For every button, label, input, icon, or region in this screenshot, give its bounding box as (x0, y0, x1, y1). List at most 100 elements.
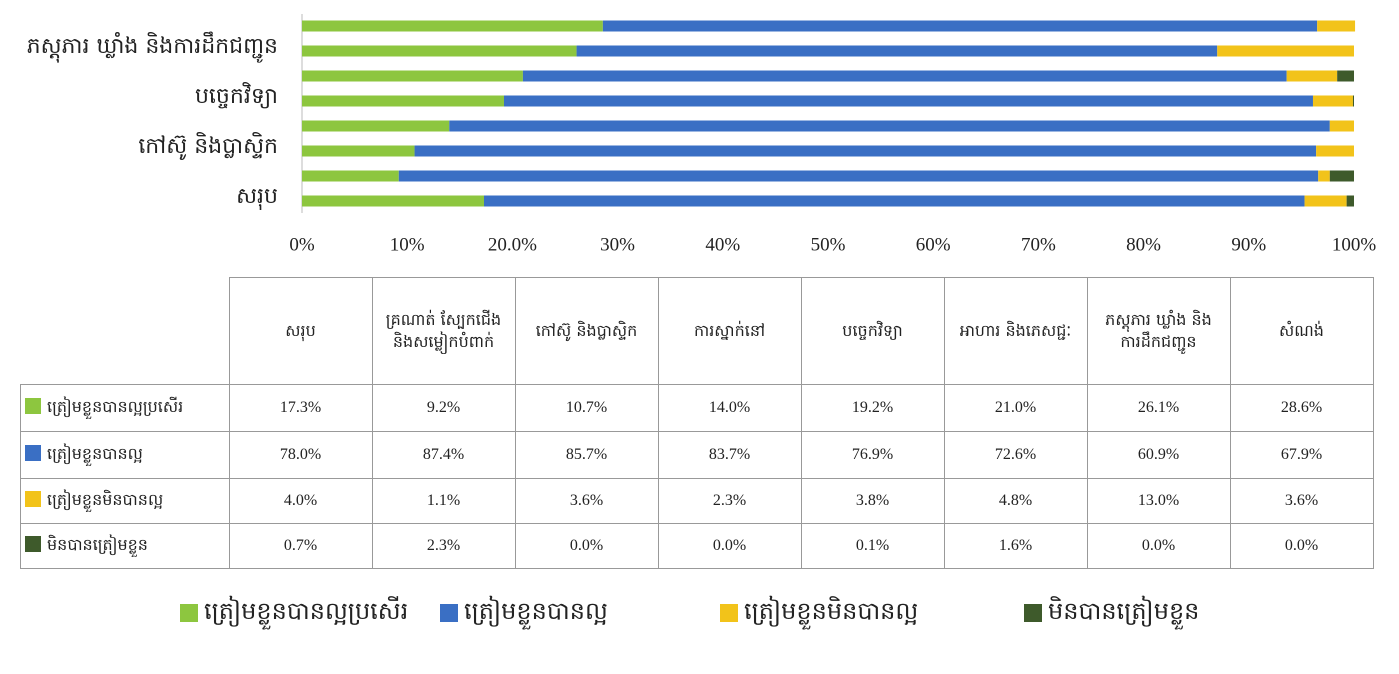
x-tick-label: 0% (289, 234, 315, 255)
table-cell: 67.9% (1229, 431, 1374, 479)
row-name: ត្រៀមខ្លួនមិនបានល្អ (47, 490, 164, 509)
bar-segment (1329, 120, 1354, 132)
table-cell: 0.0% (657, 523, 802, 569)
bar-segment (302, 120, 450, 132)
legend-label: ត្រៀមខ្លួនមិនបានល្អ (744, 595, 918, 630)
table-cell: 14.0% (657, 384, 802, 432)
bar-segment (302, 20, 603, 32)
table-header: ភស្តុភារ ឃ្លាំង និងការដឹកជញ្ជូន (1086, 277, 1231, 385)
table-cell: 83.7% (657, 431, 802, 479)
legend-swatch (180, 604, 198, 622)
x-tick-label: 30% (600, 234, 635, 255)
row-name-cell: ត្រៀមខ្លួនមិនបានល្អ (20, 478, 230, 524)
table-cell: 21.0% (943, 384, 1088, 432)
y-tick-label: ភស្តុភារ ឃ្លាំង និងការដឹកជញ្ជូន (27, 31, 278, 63)
legend-swatch (720, 604, 738, 622)
table-cell: 0.7% (228, 523, 373, 569)
bar-segment (602, 20, 1318, 32)
table-cell: 2.3% (371, 523, 516, 569)
x-tick-label: 50% (811, 234, 846, 255)
x-tick-label: 90% (1231, 234, 1266, 255)
bar-segment (302, 95, 504, 107)
table-row: ត្រៀមខ្លួនបានល្អ 78.0% 87.4% 85.7% 83.7% 76.9… (20, 431, 1374, 479)
table-header: សំណង់ (1229, 277, 1374, 385)
legend-swatch (440, 604, 458, 622)
bar-segment (1312, 95, 1353, 107)
row-name-cell: មិនបានត្រៀមខ្លួន (20, 523, 230, 569)
bar-segment (302, 170, 399, 182)
row-name: ត្រៀមខ្លួនបានល្អប្រសើរ (47, 397, 184, 416)
y-tick-label: កៅស៊ូ និងប្លាស្ទិក (138, 132, 278, 160)
bar-segment (1304, 195, 1347, 207)
table-header: សរុប (228, 277, 373, 385)
row-swatch (25, 491, 41, 507)
x-tick-label: 40% (705, 234, 740, 255)
table-header: បច្ចេកវិទ្យា (800, 277, 945, 385)
table-cell: 3.6% (514, 478, 659, 524)
bar-segment (302, 195, 484, 207)
table-cell: 2.3% (657, 478, 802, 524)
table-row: ត្រៀមខ្លួនមិនបានល្អ 4.0% 1.1% 3.6% 2.3% 3.8% 4… (20, 478, 1374, 524)
y-tick-label: សរុប (236, 184, 278, 210)
row-swatch (25, 536, 41, 552)
table-header: ការស្នាក់នៅ (657, 277, 802, 385)
bar-segment (576, 45, 1218, 57)
legend-swatch (1024, 604, 1042, 622)
data-table: សរុប គ្រណាត់ ស្បែកជើង និងសម្លៀកបំពាក់ កៅស៊… (20, 277, 1374, 569)
bar-segment (414, 145, 1317, 157)
bar-segment (1317, 20, 1356, 32)
bar-segment (1316, 145, 1354, 157)
x-tick-label: 60% (916, 234, 951, 255)
table-row: ត្រៀមខ្លួនបានល្អប្រសើរ 17.3% 9.2% 10.7% 14.0… (20, 384, 1374, 432)
bar-segment (1346, 195, 1354, 207)
table-cell: 0.0% (514, 523, 659, 569)
x-tick-label: 100% (1332, 234, 1377, 255)
row-name: ត្រៀមខ្លួនបានល្អ (47, 444, 143, 463)
x-tick-label: 10% (390, 234, 425, 255)
row-swatch (25, 445, 41, 461)
bar-segment (1329, 170, 1354, 182)
table-header: កៅស៊ូ និងប្លាស្ទិក (514, 277, 659, 385)
x-tick-label: 70% (1021, 234, 1056, 255)
table-cell: 3.8% (800, 478, 945, 524)
table-row: មិនបានត្រៀមខ្លួន 0.7% 2.3% 0.0% 0.0% 0.1% 1.6%… (20, 523, 1374, 569)
table-cell: 17.3% (228, 384, 373, 432)
bar-segment (1286, 70, 1338, 82)
bar-segment (1318, 170, 1330, 182)
table-cell: 3.6% (1229, 478, 1374, 524)
bar-segment (1337, 70, 1354, 82)
table-cell: 0.0% (1086, 523, 1231, 569)
table-cell: 0.0% (1229, 523, 1374, 569)
bar-segment (1352, 95, 1354, 107)
table-cell: 60.9% (1086, 431, 1231, 479)
table-cell: 72.6% (943, 431, 1088, 479)
table-cell: 4.0% (228, 478, 373, 524)
bar-segment (522, 70, 1287, 82)
table-cell: 78.0% (228, 431, 373, 479)
bar-segment (302, 45, 577, 57)
row-name-cell: ត្រៀមខ្លួនបានល្អ (20, 431, 230, 479)
row-name-cell: ត្រៀមខ្លួនបានល្អប្រសើរ (20, 384, 230, 432)
bar-segment (1217, 45, 1354, 57)
row-name: មិនបានត្រៀមខ្លួន (47, 535, 148, 554)
bar-segment (449, 120, 1330, 132)
x-tick-label: 80% (1126, 234, 1161, 255)
table-cell: 1.1% (371, 478, 516, 524)
table-cell: 0.1% (800, 523, 945, 569)
table-cell: 28.6% (1229, 384, 1374, 432)
bar-segment (503, 95, 1313, 107)
table-header-row: សរុប គ្រណាត់ ស្បែកជើង និងសម្លៀកបំពាក់ កៅស៊… (20, 277, 1374, 385)
table-corner (20, 277, 230, 385)
table-cell: 76.9% (800, 431, 945, 479)
table-cell: 4.8% (943, 478, 1088, 524)
table-cell: 1.6% (943, 523, 1088, 569)
bar-segment (483, 195, 1305, 207)
bar-segment (398, 170, 1319, 182)
table-cell: 87.4% (371, 431, 516, 479)
x-tick-label: 20.0% (488, 234, 537, 255)
table-cell: 10.7% (514, 384, 659, 432)
row-swatch (25, 398, 41, 414)
table-cell: 13.0% (1086, 478, 1231, 524)
